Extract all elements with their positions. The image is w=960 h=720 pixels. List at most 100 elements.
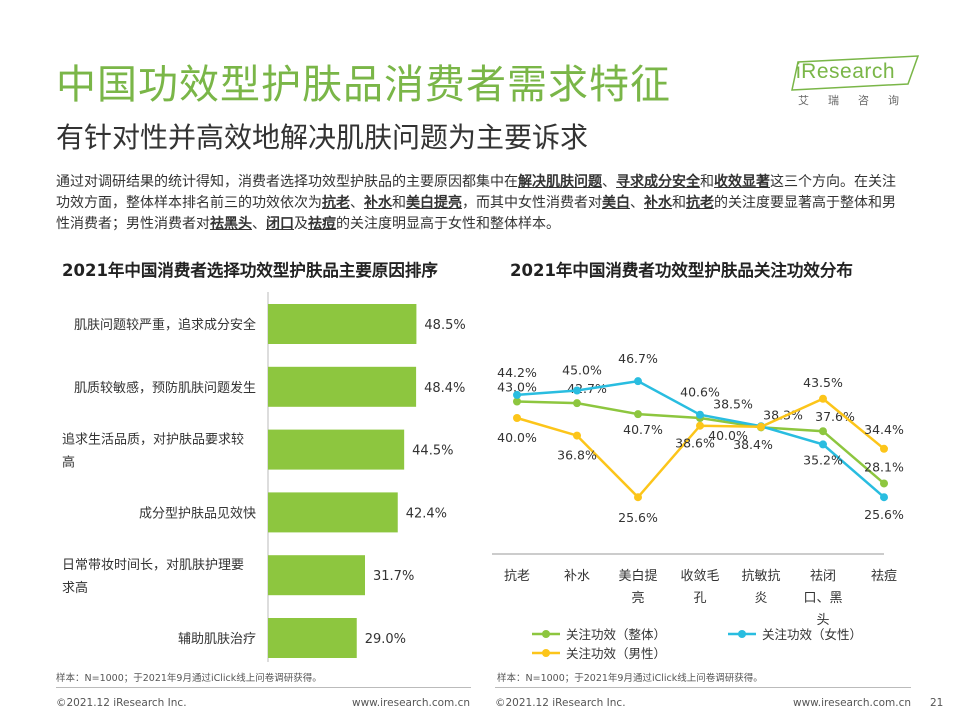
website-right: www.iresearch.com.cn [793,697,912,709]
series-female-point [513,390,521,399]
series-female-point [634,377,642,386]
bar-value-label: 48.4% [424,381,465,396]
intro-keyword: 补水 [364,195,392,211]
line-data-label: 36.8% [557,448,597,463]
intro-keyword: 美白 [602,195,630,211]
logo-swoosh-icon [791,55,920,91]
bar [268,429,405,470]
bar-category-label: 成分型护肤品见效快 [139,506,256,521]
series-overall-point [880,479,888,488]
line-data-label: 40.0% [708,428,748,443]
series-female-point [696,410,704,419]
line-data-label: 37.6% [815,409,855,424]
bar-value-label: 29.0% [365,632,406,647]
bar-value-label: 44.5% [412,444,453,459]
line-category-label: 祛闭口、黑头 [803,568,842,628]
line-data-label: 43.5% [803,375,843,390]
series-male-point [880,444,888,453]
intro-text: 、 [252,216,266,232]
line-data-label: 35.2% [803,452,843,467]
bar-category-label: 肌肤问题较严重，追求成分安全 [74,317,256,333]
intro-text: 及 [294,216,308,232]
series-overall-legend-marker [542,630,550,638]
footer-divider [495,687,911,688]
line-data-label: 25.6% [864,507,904,522]
iresearch-logo: iResearch 艾瑞咨询 [790,54,920,110]
logo-word: iResearch [796,60,896,83]
intro-text: 和 [700,174,714,190]
sample-note-right: 样本：N=1000；于2021年9月通过iClick线上问卷调研获得。 [497,673,763,684]
intro-text: ，而其中女性消费者对 [462,195,602,211]
series-male-legend-marker [542,649,550,657]
series-female-point [819,440,827,449]
line-category-label: 抗老 [504,569,530,584]
intro-keyword: 祛黑头 [210,216,252,232]
intro-text: 通过对调研结果的统计得知，消费者选择功效型护肤品的主要原因都集中在 [56,174,518,190]
line-data-label: 38.4% [733,437,773,452]
series-female-legend-marker [738,630,746,638]
bar [268,492,398,533]
series-male-point [696,421,704,430]
copyright-left: ©2021.12 iResearch Inc. [56,697,187,709]
series-male-point [819,394,827,403]
intro-text: 、 [602,174,616,190]
bar-category-label: 日常带妆时间长，对肌肤护理要求高 [62,558,244,596]
line-data-label: 44.2% [497,365,537,380]
intro-keyword: 寻求成分安全 [616,174,700,190]
bar-value-label: 48.5% [424,318,465,333]
bar [268,618,357,658]
bar [268,366,417,407]
series-male-point [634,493,642,502]
sample-note-left: 样本：N=1000；于2021年9月通过iClick线上问卷调研获得。 [56,673,322,684]
bar-chart: 48.5% 肌肤问题较严重，追求成分安全 48.4% 肌质较敏感，预防肌肤问题发生 44… [62,292,466,662]
bar [268,304,417,344]
line-category-label: 补水 [564,569,590,584]
line-data-label: 38.6% [675,436,715,451]
line-chart: 43.0% 42.7%40.7% 40.0%38.3% 37.6%28.1%44.2%… [492,351,904,661]
website-left: www.iresearch.com.cn [352,697,471,709]
series-overall-point [634,410,642,419]
footer-divider [56,687,471,688]
intro-keyword: 祛痘 [308,216,336,232]
bar-category-label: 肌质较敏感，预防肌肤问题发生 [74,380,256,396]
line-data-label: 34.4% [864,422,904,437]
line-data-label: 28.1% [864,459,904,474]
bar [268,555,366,596]
line-data-label: 40.0% [497,430,537,445]
line-data-label: 40.7% [623,422,663,437]
bar-chart-title: 2021年中国消费者选择功效型护肤品主要原因排序 [62,261,438,280]
intro-text: 的关注度明显高于女性和整体样本。 [336,216,560,232]
series-overall-point [513,397,521,406]
intro-text: 和 [392,195,406,211]
intro-text: 和 [672,195,686,211]
line-data-label: 45.0% [562,363,602,378]
bar-value-label: 42.4% [406,506,447,521]
bar-value-label: 31.7% [373,569,414,584]
intro-text: 的关注度要显著高于整体和男性消费者；男性消费者对 [56,195,896,232]
line-category-label: 抗敏抗炎 [741,569,780,606]
bar-category-label: 追求生活品质，对护肤品要求较高 [62,432,244,471]
intro-keyword: 收效显著 [714,174,770,190]
line-data-label: 40.6% [680,385,720,400]
intro-text: 、 [350,195,364,211]
series-male-point [573,431,581,440]
line-chart-title: 2021年中国消费者功效型护肤品关注功效分布 [510,261,853,280]
copyright-right: ©2021.12 iResearch Inc. [495,697,626,709]
series-overall-legend-label: 关注功效（整体） [566,627,666,642]
line-data-label: 25.6% [618,510,658,525]
logo-cn: 艾瑞咨询 [798,94,918,107]
series-male-point [757,422,765,431]
bar-category-label: 辅助肌肤治疗 [178,632,256,647]
series-female-legend-label: 关注功效（女性） [762,627,862,642]
intro-keyword: 解决肌肤问题 [518,174,602,190]
line-data-label: 43.0% [497,380,537,395]
page-subtitle: 有针对性并高效地解决肌肤问题为主要诉求 [56,121,589,154]
series-male-point [513,414,521,422]
intro-text: 这三个方向。在关注功效方面，整体样本排名前三的功效依次为 [56,174,896,211]
line-data-label: 46.7% [618,351,658,366]
line-data-label: 38.5% [713,396,753,411]
intro-keyword: 美白提亮 [406,195,462,211]
intro-paragraph: 通过对调研结果的统计得知，消费者选择功效型护肤品的主要原因都集中在解决肌肤问题、… [56,172,906,235]
series-male-legend-label: 关注功效（男性） [566,646,666,661]
page-title: 中国功效型护肤品消费者需求特征 [56,62,671,108]
